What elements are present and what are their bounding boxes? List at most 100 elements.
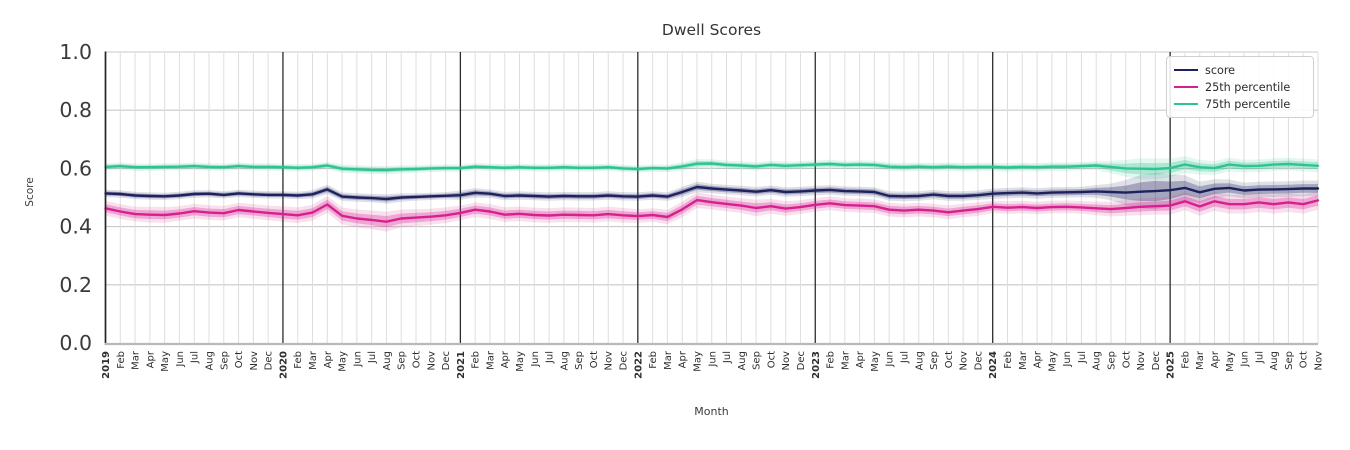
percentile25-line-swatch bbox=[1174, 85, 1198, 89]
x-tick-label: Jun bbox=[530, 351, 541, 368]
x-axis-label: Month bbox=[694, 405, 729, 418]
x-tick-label: Mar bbox=[1018, 350, 1029, 370]
score-line-swatch bbox=[1174, 68, 1198, 72]
legend-label: score bbox=[1205, 63, 1236, 77]
chart-title: Dwell Scores bbox=[661, 21, 762, 39]
series-band-outer-score bbox=[105, 172, 1318, 210]
x-tick-label: Apr bbox=[500, 350, 511, 368]
y-axis-label: Score bbox=[24, 177, 36, 207]
x-tick-label: May bbox=[338, 351, 349, 372]
x-tick-label: Jul bbox=[722, 351, 733, 364]
x-tick-label: Nov bbox=[959, 351, 970, 371]
y-tick-label: 0.6 bbox=[59, 156, 92, 180]
x-tick-label: Nov bbox=[781, 351, 792, 371]
x-tick-label: Jul bbox=[545, 351, 556, 364]
x-tick-label: Feb bbox=[471, 351, 482, 369]
x-tick-label: Sep bbox=[929, 351, 940, 370]
x-tick-label: Oct bbox=[1299, 351, 1310, 368]
series-line-75th-percentile bbox=[104, 162, 1320, 172]
x-tick-label: Jul bbox=[899, 351, 910, 364]
y-tick-label: 1.0 bbox=[59, 40, 92, 64]
x-tick-label: Mar bbox=[131, 350, 142, 370]
x-tick-label: 2021 bbox=[456, 351, 467, 379]
x-tick-label: Sep bbox=[1106, 351, 1117, 370]
x-tick-label: May bbox=[1047, 351, 1058, 372]
x-tick-label: Aug bbox=[1269, 351, 1280, 371]
series-band-75th-percentile bbox=[105, 160, 1318, 175]
x-tick-label: May bbox=[515, 351, 526, 372]
legend: score 25th percentile 75th percentile bbox=[1166, 56, 1314, 118]
x-tick-label: Jun bbox=[1062, 351, 1073, 368]
percentile75-line-swatch bbox=[1174, 102, 1198, 106]
x-tick-label: Jun bbox=[352, 351, 363, 368]
x-tick-label: Sep bbox=[752, 351, 763, 370]
x-tick-label: 2022 bbox=[633, 351, 644, 379]
x-tick-label: Feb bbox=[116, 351, 127, 369]
x-tick-label: Dec bbox=[973, 351, 984, 370]
x-tick-label: Aug bbox=[914, 351, 925, 371]
x-tick-label: Dec bbox=[796, 351, 807, 370]
x-tick-label: Mar bbox=[840, 350, 851, 370]
x-tick-label: Oct bbox=[1121, 351, 1132, 368]
x-tick-label: Mar bbox=[308, 350, 319, 370]
x-tick-label: Jun bbox=[1240, 351, 1251, 368]
x-tick-label: Jul bbox=[1077, 351, 1088, 364]
series-band-outer-25th-percentile bbox=[105, 191, 1318, 232]
x-tick-label: Jun bbox=[707, 351, 718, 368]
legend-item-score: score bbox=[1174, 62, 1307, 78]
x-tick-label: Sep bbox=[1284, 351, 1295, 370]
y-tick-label: 0.0 bbox=[59, 331, 92, 355]
x-tick-label: Mar bbox=[663, 350, 674, 370]
y-tick-label: 0.4 bbox=[59, 215, 92, 239]
series-line-score bbox=[104, 185, 1320, 201]
x-tick-label: Apr bbox=[678, 350, 689, 368]
x-tick-label: Dec bbox=[1151, 351, 1162, 370]
x-tick-label: Apr bbox=[145, 350, 156, 368]
legend-item-25th-percentile: 25th percentile bbox=[1174, 79, 1307, 95]
legend-item-75th-percentile: 75th percentile bbox=[1174, 96, 1307, 112]
x-tick-label: Jun bbox=[175, 351, 186, 368]
x-tick-label: Oct bbox=[412, 351, 423, 368]
x-tick-label: Mar bbox=[1195, 350, 1206, 370]
x-tick-label: Feb bbox=[648, 351, 659, 369]
x-tick-label: Aug bbox=[737, 351, 748, 371]
x-tick-label: Aug bbox=[382, 351, 393, 371]
x-tick-label: Feb bbox=[1003, 351, 1014, 369]
x-tick-label: May bbox=[870, 351, 881, 372]
x-tick-label: Sep bbox=[397, 351, 408, 370]
x-tick-label: Jul bbox=[367, 351, 378, 364]
x-tick-label: 2019 bbox=[101, 351, 112, 379]
x-tick-label: Oct bbox=[589, 351, 600, 368]
x-tick-label: 2025 bbox=[1166, 351, 1177, 379]
legend-label: 25th percentile bbox=[1205, 80, 1291, 94]
x-tick-label: Apr bbox=[1210, 350, 1221, 368]
x-tick-label: Feb bbox=[1180, 351, 1191, 369]
x-tick-label: Jul bbox=[190, 351, 201, 364]
x-tick-label: Oct bbox=[234, 351, 245, 368]
x-tick-label: Feb bbox=[826, 351, 837, 369]
x-tick-label: Sep bbox=[219, 351, 230, 370]
x-tick-label: 2024 bbox=[988, 351, 999, 379]
x-tick-label: Nov bbox=[604, 351, 615, 371]
x-tick-label: 2023 bbox=[811, 351, 822, 379]
x-tick-label: Oct bbox=[766, 351, 777, 368]
y-tick-label: 0.2 bbox=[59, 273, 92, 297]
series-line-25th-percentile bbox=[104, 198, 1320, 223]
x-tick-label: Oct bbox=[944, 351, 955, 368]
x-tick-label: Apr bbox=[323, 350, 334, 368]
x-tick-label: Jul bbox=[1254, 351, 1265, 364]
x-tick-label: Apr bbox=[855, 350, 866, 368]
x-tick-label: 2020 bbox=[278, 351, 289, 379]
x-tick-label: Jun bbox=[885, 351, 896, 368]
x-tick-label: Aug bbox=[1092, 351, 1103, 371]
x-tick-label: Aug bbox=[559, 351, 570, 371]
x-tick-label: Dec bbox=[619, 351, 630, 370]
x-tick-label: Dec bbox=[264, 351, 275, 370]
x-tick-label: May bbox=[160, 351, 171, 372]
x-tick-label: Nov bbox=[1314, 351, 1325, 371]
x-tick-label: May bbox=[1225, 351, 1236, 372]
x-tick-label: Nov bbox=[426, 351, 437, 371]
x-tick-label: Apr bbox=[1033, 350, 1044, 368]
